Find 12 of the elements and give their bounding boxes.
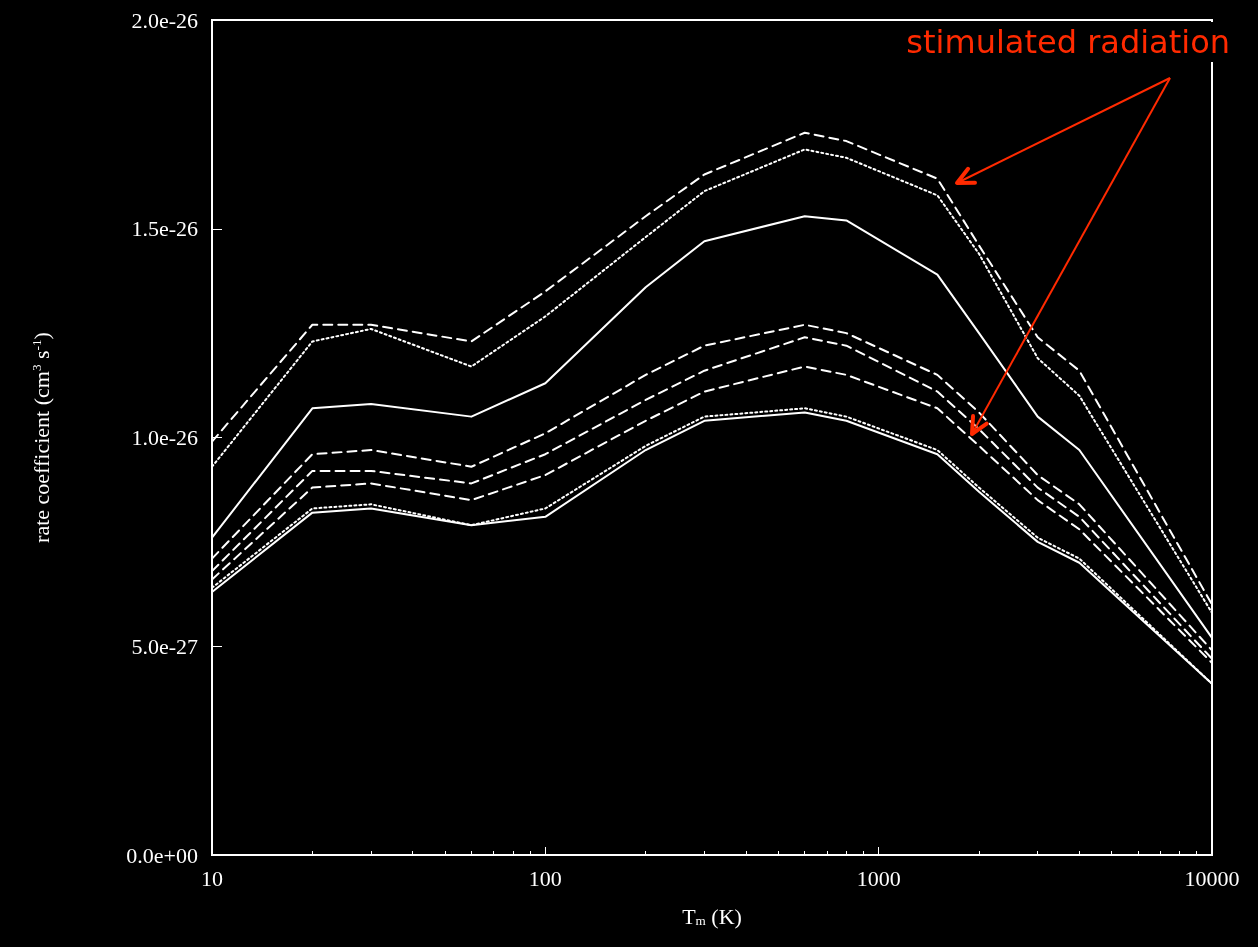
y-tick-label: 5.0e-27: [131, 633, 198, 659]
x-tick-label: 1000: [856, 865, 901, 891]
x-axis-title: Tm (K): [682, 903, 742, 929]
x-tick-label: 10000: [1184, 865, 1240, 891]
y-tick-label: 0.0e+00: [126, 842, 198, 868]
x-tick-label: 100: [528, 865, 562, 891]
y-axis-title: rate coefficient (cm3 s-1): [28, 332, 54, 543]
y-tick-label: 2.0e-26: [131, 7, 198, 33]
y-tick-label: 1.0e-26: [131, 425, 198, 450]
x-tick-label: 10: [201, 865, 223, 891]
y-tick-label: 1.5e-26: [131, 216, 198, 242]
annotation: stimulated radiation: [906, 23, 1230, 61]
